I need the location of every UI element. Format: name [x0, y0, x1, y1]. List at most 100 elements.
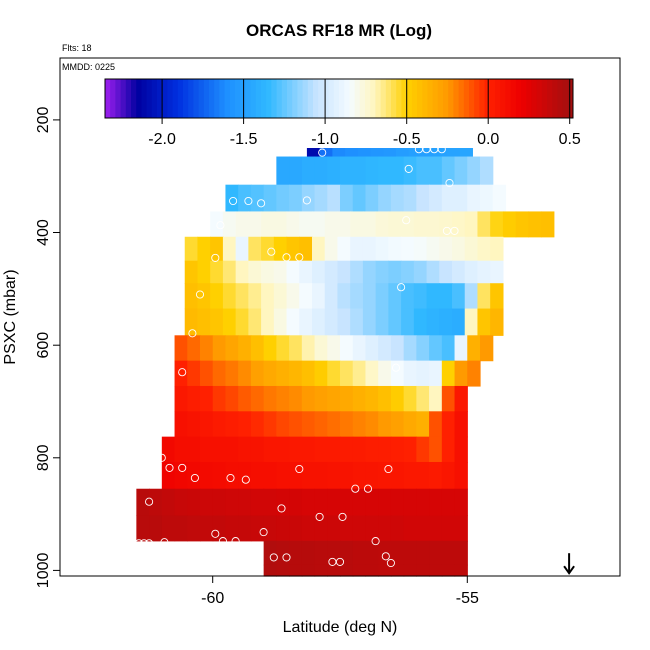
heatmap-cell [375, 308, 389, 336]
colorbar-swatch [344, 79, 350, 118]
heatmap-cell [350, 211, 364, 238]
heatmap-cell [350, 283, 364, 310]
sample-point [195, 290, 205, 299]
heatmap-cell [362, 308, 377, 336]
heatmap-cell [352, 564, 367, 577]
colorbar-swatch [536, 79, 543, 118]
sample-point [397, 283, 406, 292]
colorbar-tick-label: -0.5 [393, 131, 421, 148]
heatmap-cell [174, 335, 188, 362]
heatmap-cell [352, 488, 367, 517]
sample-point [386, 558, 395, 568]
heatmap-cell [327, 436, 341, 463]
sample-point [229, 196, 238, 206]
heatmap-cell [390, 436, 405, 463]
heatmap-cell [299, 260, 313, 284]
colorbar-swatch [240, 79, 246, 118]
heatmap-cell [340, 385, 354, 412]
heatmap-cell [441, 385, 456, 412]
heatmap-cell [441, 488, 456, 517]
heatmap-cell [210, 260, 224, 284]
heatmap-cell [541, 211, 555, 238]
heatmap-cell [439, 260, 453, 284]
heatmap-cell [403, 184, 417, 213]
heatmap-cell [340, 564, 354, 577]
colorbar-swatch [401, 79, 408, 118]
heatmap-cell [375, 283, 389, 310]
heatmap-cell [378, 335, 392, 362]
heatmap-cell [467, 335, 481, 362]
heatmap-cell [161, 436, 176, 463]
heatmap-cell [314, 385, 328, 412]
heatmap-cell [174, 461, 188, 490]
colorbar [105, 79, 574, 118]
heatmap-cells [136, 103, 555, 577]
heatmap-cell [263, 564, 277, 577]
heatmap-cell [250, 184, 265, 213]
heatmap-cell [337, 283, 351, 310]
heatmap-cell [477, 260, 491, 284]
heatmap-cell [416, 156, 430, 186]
colorbar-swatch [261, 79, 267, 118]
heatmap-cell [388, 283, 402, 310]
heatmap-cell [378, 488, 392, 517]
heatmap-cell [212, 360, 227, 387]
heatmap-cell [197, 283, 211, 310]
heatmap-cell [365, 360, 379, 387]
heatmap-cell [452, 211, 466, 238]
heatmap-cell [263, 488, 277, 517]
colorbar-swatch [427, 79, 434, 118]
heatmap-cell [314, 360, 328, 387]
heatmap-cell [352, 360, 367, 387]
heatmap-cell [327, 515, 341, 542]
heatmap-cell [225, 360, 239, 387]
heatmap-cell [454, 488, 468, 517]
heatmap-cell [490, 308, 504, 336]
heatmap-cell [337, 308, 351, 336]
heatmap-cell [197, 236, 211, 262]
heatmap-cell [289, 360, 303, 387]
colorbar-swatch [131, 79, 137, 118]
heatmap-cell [416, 184, 430, 213]
chart-title: ORCAS RF18 MR (Log) [246, 21, 432, 40]
heatmap-cell [286, 283, 300, 310]
heatmap-cell [197, 260, 211, 284]
heatmap-cell [200, 436, 214, 463]
colorbar-swatch [417, 79, 423, 118]
sample-point [218, 537, 227, 546]
heatmap-cell [340, 436, 354, 463]
heatmap-cell [187, 436, 201, 463]
heatmap-cell [184, 308, 199, 336]
heatmap-cell [454, 436, 468, 463]
heatmap-cell [238, 515, 252, 542]
sample-point [267, 247, 276, 256]
heatmap-cell [136, 488, 150, 517]
heatmap-cell [289, 540, 303, 566]
colorbar-swatch [437, 79, 444, 118]
heatmap-cell [314, 335, 328, 362]
heatmap-cell [416, 360, 430, 387]
heatmap-cell [340, 515, 354, 542]
colorbar-swatch [157, 79, 163, 118]
y-axis: 200 400 600 800 1000 [35, 106, 61, 588]
colorbar-swatch [406, 79, 413, 118]
heatmap-cell [416, 385, 430, 412]
colorbar-swatch [411, 79, 418, 118]
heatmap-cell [301, 385, 316, 412]
heatmap-cell [301, 488, 316, 517]
heatmap-cell [403, 360, 417, 387]
heatmap-cell [352, 540, 367, 566]
colorbar-swatch [209, 79, 215, 118]
heatmap-cell [441, 184, 456, 213]
colorbar-swatch [365, 79, 371, 118]
colorbar-swatch [500, 79, 506, 118]
heatmap-cell [327, 360, 341, 387]
colorbar-tick-label: -1.5 [230, 131, 258, 148]
sample-point [216, 221, 225, 230]
sample-point [295, 253, 304, 262]
colorbar-swatch [250, 79, 257, 118]
heatmap-cell [250, 335, 265, 362]
colorbar-swatch [219, 79, 226, 118]
heatmap-cell [327, 564, 341, 577]
